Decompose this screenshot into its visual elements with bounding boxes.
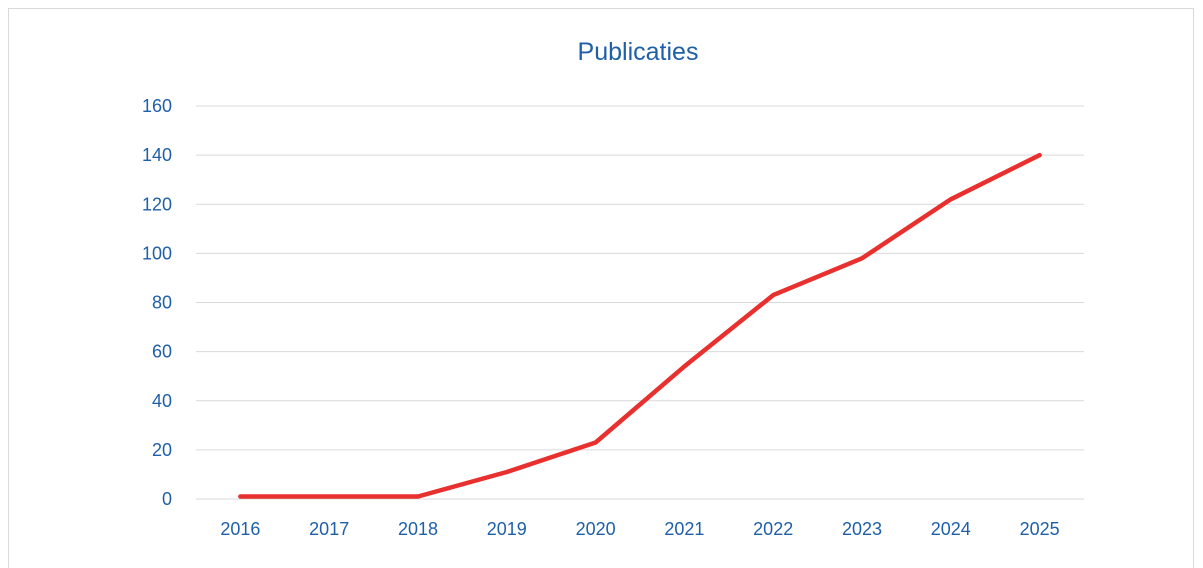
chart-title: Publicaties <box>578 38 699 66</box>
x-tick-label: 2019 <box>487 519 527 539</box>
data-point-2017 <box>327 494 332 499</box>
y-tick-label: 80 <box>152 293 172 313</box>
data-point-2024 <box>948 197 953 202</box>
data-point-2023 <box>860 256 864 261</box>
data-point-2019 <box>504 469 509 474</box>
series <box>238 152 1042 499</box>
x-tick-label: 2022 <box>753 519 793 539</box>
y-axis-ticks: 0 20 40 60 80 100 120 140 160 <box>142 96 172 509</box>
data-point-2016 <box>238 494 243 499</box>
data-point-2025 <box>1037 153 1042 158</box>
x-tick-label: 2017 <box>309 519 349 539</box>
x-tick-label: 2025 <box>1020 519 1060 539</box>
x-tick-label: 2018 <box>398 519 438 539</box>
x-tick-label: 2016 <box>220 519 260 539</box>
data-point-2020 <box>593 440 598 445</box>
y-tick-label: 120 <box>142 194 172 214</box>
y-tick-label: 40 <box>152 391 172 411</box>
x-tick-label: 2023 <box>842 519 882 539</box>
data-point-2018 <box>416 494 420 499</box>
series-line <box>238 152 1042 499</box>
data-point-2021 <box>682 364 687 369</box>
y-tick-label: 0 <box>162 489 172 509</box>
data-point-2022 <box>771 293 776 298</box>
chart-frame <box>8 8 1194 568</box>
x-tick-label: 2021 <box>664 519 704 539</box>
y-tick-label: 160 <box>142 96 172 116</box>
y-tick-label: 140 <box>142 145 172 165</box>
y-tick-label: 100 <box>142 243 172 263</box>
x-tick-label: 2024 <box>931 519 971 539</box>
x-axis-ticks: 2016 2017 2018 2019 2020 2021 2022 2023 2024 2025 <box>220 519 1059 539</box>
x-tick-label: 2020 <box>576 519 616 539</box>
y-tick-label: 60 <box>152 342 172 362</box>
gridlines <box>196 105 1084 500</box>
y-tick-label: 20 <box>152 440 172 460</box>
